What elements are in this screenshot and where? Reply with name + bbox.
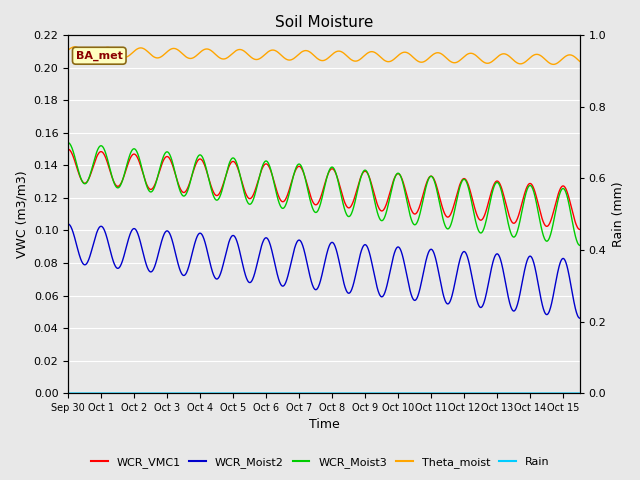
Legend: WCR_VMC1, WCR_Moist2, WCR_Moist3, Theta_moist, Rain: WCR_VMC1, WCR_Moist2, WCR_Moist3, Theta_… <box>86 452 554 472</box>
Y-axis label: VWC (m3/m3): VWC (m3/m3) <box>15 170 28 258</box>
Title: Soil Moisture: Soil Moisture <box>275 15 373 30</box>
Y-axis label: Rain (mm): Rain (mm) <box>612 181 625 247</box>
X-axis label: Time: Time <box>308 419 339 432</box>
Text: BA_met: BA_met <box>76 50 123 61</box>
